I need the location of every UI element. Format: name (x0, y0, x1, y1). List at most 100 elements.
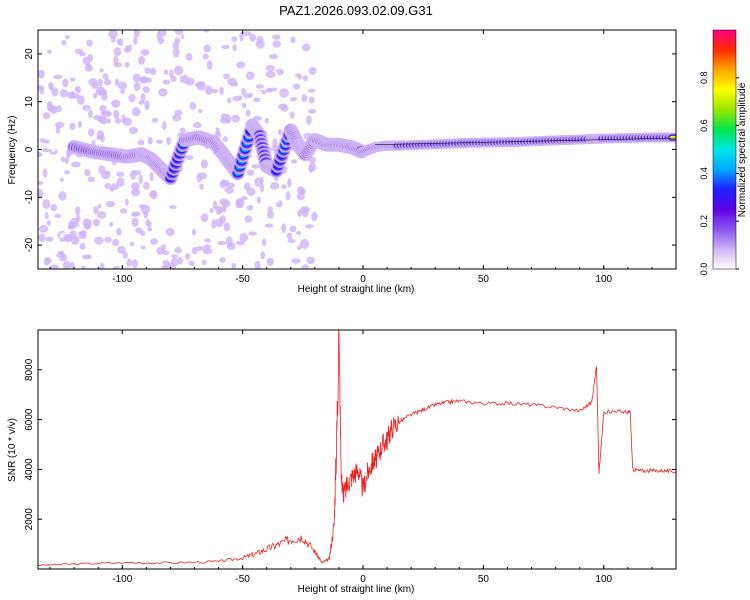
heatmap-speckle (259, 182, 264, 193)
heatmap-speckle (216, 264, 222, 269)
heatmap-speckle (60, 156, 66, 163)
heatmap-speckle (265, 64, 275, 72)
heatmap-speckle (81, 265, 86, 269)
heatmap-speckle (144, 67, 151, 74)
heatmap-speckle (149, 171, 154, 182)
heatmap-speckle (301, 43, 311, 52)
heatmap-speckle (125, 47, 132, 53)
heatmap-speckle (266, 245, 273, 254)
snr-series-line (38, 330, 676, 567)
heatmap-speckle (270, 196, 280, 203)
heatmap-speckle (289, 225, 297, 233)
heatmap-speckle (308, 109, 317, 115)
heatmap-speckle (287, 178, 292, 188)
heatmap-speckle (87, 176, 95, 183)
heatmap-speckle (75, 54, 83, 64)
heatmap-speckle (97, 211, 107, 219)
spectrogram-xlabel: Height of straight line (km) (298, 284, 415, 295)
heatmap-speckle (308, 96, 315, 104)
heatmap-speckle (185, 52, 193, 61)
heatmap-speckle (223, 222, 231, 232)
heatmap-speckle (191, 247, 198, 255)
heatmap-speckle (143, 211, 149, 219)
heatmap-speckle (211, 219, 217, 229)
heatmap-speckle (254, 90, 263, 96)
heatmap-speckle (151, 225, 159, 234)
heatmap-speckle (108, 30, 118, 39)
heatmap-speckle (196, 80, 206, 91)
heatmap-speckle (295, 230, 302, 235)
heatmap-speckle (97, 78, 103, 87)
heatmap-speckle (251, 164, 260, 169)
heatmap-speckle (43, 132, 52, 141)
heatmap-speckle (122, 117, 132, 126)
colorbar-tick-label: 0.4 (699, 167, 709, 180)
y-tick-label: 8000 (24, 358, 35, 381)
x-tick-label: 100 (595, 574, 612, 585)
heatmap-speckle (51, 146, 56, 153)
heatmap-speckle (140, 92, 146, 103)
heatmap-speckle (248, 46, 258, 53)
heatmap-speckle (265, 70, 276, 79)
heatmap-speckle (200, 147, 208, 155)
heatmap-speckle (249, 33, 256, 42)
heatmap-speckle (64, 157, 69, 164)
heatmap-speckle (240, 196, 248, 201)
heatmap-speckle (70, 261, 75, 269)
heatmap-speckle (138, 174, 143, 185)
heatmap-speckle (143, 181, 150, 190)
heatmap-speckle (44, 211, 49, 220)
heatmap-speckle (111, 239, 120, 247)
heatmap-speckle (155, 139, 163, 144)
heatmap-speckle (223, 192, 229, 197)
snr-ylabel: SNR (10 * v/v) (7, 418, 18, 482)
heatmap-speckle (245, 109, 251, 117)
heatmap-speckle (241, 102, 247, 109)
heatmap-speckle (287, 238, 296, 244)
y-tick-label: 20 (24, 48, 35, 60)
chart-title: PAZ1.2026.093.02.09.G31 (279, 3, 433, 18)
heatmap-speckle (296, 245, 302, 251)
heatmap-speckle (87, 128, 95, 137)
colorbar-gradient (712, 29, 737, 270)
heatmap-speckle (277, 103, 288, 110)
heatmap-speckle (290, 36, 296, 44)
heatmap-speckle (264, 117, 269, 124)
heatmap-speckle (272, 34, 281, 40)
heatmap-speckle (115, 227, 122, 236)
heatmap-speckle (179, 127, 186, 134)
heatmap-speckle (161, 265, 168, 269)
heatmap-speckle (68, 222, 78, 229)
snr-axes: -100 -50 0 50 100 2000 4000 6000 8000 (24, 330, 677, 585)
heatmap-speckle (188, 260, 195, 266)
y-tick-label: 2000 (24, 508, 35, 531)
heatmap-speckle (281, 223, 287, 234)
heatmap-speckle (204, 183, 210, 193)
heatmap-speckle (99, 104, 107, 112)
heatmap-speckle (119, 208, 128, 214)
heatmap-speckle (256, 196, 261, 204)
heatmap-speckle (235, 240, 245, 246)
heatmap-speckle (139, 76, 149, 82)
x-tick-label: 100 (595, 274, 612, 285)
heatmap-speckle (261, 238, 267, 247)
snr-frame (37, 329, 677, 570)
heatmap-speckle (219, 86, 224, 95)
heatmap-speckle (39, 86, 45, 95)
x-tick-label: -50 (235, 274, 250, 285)
heatmap-speckle (127, 100, 137, 105)
heatmap-speckle (84, 64, 93, 72)
heatmap-speckle (93, 206, 99, 215)
heatmap-speckle (161, 250, 170, 256)
heatmap-speckle (132, 73, 141, 83)
heatmap-speckle (223, 73, 231, 80)
heatmap-speckle (124, 199, 129, 206)
heatmap-speckle (104, 236, 112, 243)
heatmap-speckle (78, 231, 83, 237)
heatmap-speckle (165, 227, 175, 237)
heatmap-speckle (45, 236, 54, 242)
heatmap-speckle (114, 78, 119, 86)
heatmap-speckle (183, 32, 190, 40)
heatmap-speckle (77, 120, 82, 129)
heatmap-speckle (38, 30, 48, 36)
